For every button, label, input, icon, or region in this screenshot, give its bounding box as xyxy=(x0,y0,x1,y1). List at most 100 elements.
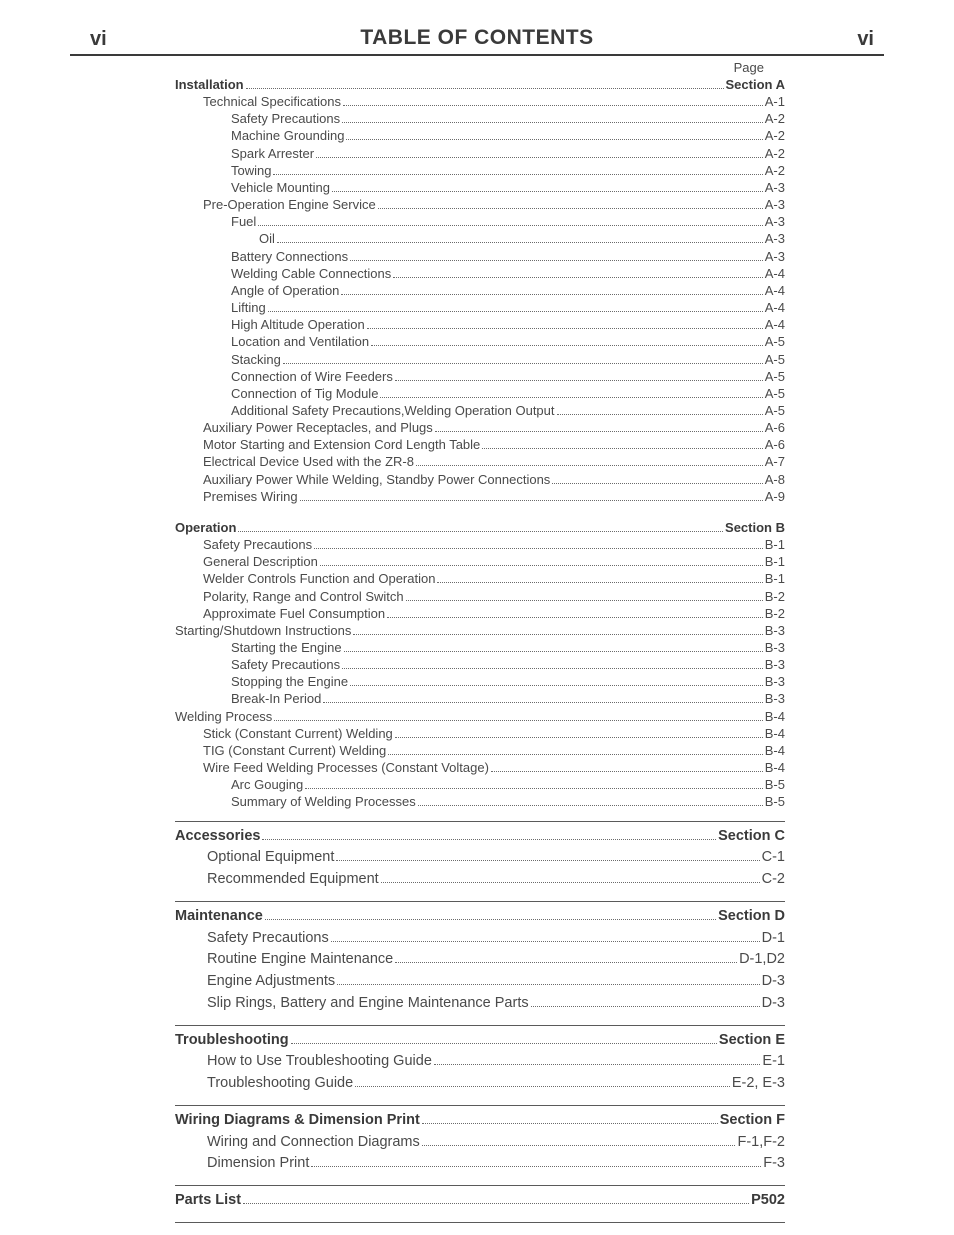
toc-entry: Connection of Tig Module A-5 xyxy=(231,385,785,402)
toc-entry-page: A-2 xyxy=(765,145,785,162)
toc-entry: Premises WiringA-9 xyxy=(203,488,785,505)
toc-entry-label: Starting/Shutdown Instructions xyxy=(175,622,351,639)
toc-entry-label: Polarity, Range and Control Switch xyxy=(203,588,404,605)
toc-entry-page: A-5 xyxy=(765,368,785,385)
toc-leader-dots xyxy=(346,139,762,140)
toc-entry-label: Pre-Operation Engine Service xyxy=(203,196,376,213)
toc-entry-page: A-5 xyxy=(765,402,785,419)
toc-entry-page: D-3 xyxy=(762,971,785,993)
toc-leader-dots xyxy=(344,651,763,652)
toc-leader-dots xyxy=(388,754,762,755)
toc-entry-page: B-3 xyxy=(765,639,785,656)
toc-leader-dots xyxy=(332,191,763,192)
toc-entry-label: Auxiliary Power Receptacles, and Plugs xyxy=(203,419,433,436)
toc-entry: Welder Controls Function and OperationB-… xyxy=(203,570,785,587)
toc-entry-page: P502 xyxy=(751,1190,785,1212)
toc-entry-page: Section B xyxy=(725,519,785,536)
toc-leader-dots xyxy=(243,1203,749,1204)
toc-entry: Approximate Fuel ConsumptionB-2 xyxy=(203,605,785,622)
toc-entry-label: Electrical Device Used with the ZR-8 xyxy=(203,453,414,470)
toc-entry-page: D-3 xyxy=(762,993,785,1015)
toc-entry-page: B-3 xyxy=(765,622,785,639)
toc-entry-page: B-1 xyxy=(765,536,785,553)
section-rule xyxy=(175,1222,785,1223)
toc-entry-label: Accessories xyxy=(175,826,260,848)
toc-leader-dots xyxy=(416,465,763,466)
section-rule xyxy=(175,1185,785,1186)
toc-entry-label: Safety Precautions xyxy=(231,110,340,127)
toc-entry-page: B-4 xyxy=(765,725,785,742)
toc-entry: Machine GroundingA-2 xyxy=(231,127,785,144)
toc-entry-label: Routine Engine Maintenance xyxy=(207,949,393,971)
toc-entry: Troubleshooting GuideE-2, E-3 xyxy=(207,1073,785,1095)
toc-entry-page: A-1 xyxy=(765,93,785,110)
toc-leader-dots xyxy=(482,448,763,449)
toc-entry-page: B-4 xyxy=(765,708,785,725)
toc-entry-page: B-4 xyxy=(765,742,785,759)
toc-entry: OilA-3 xyxy=(259,230,785,247)
toc-leader-dots xyxy=(434,1064,761,1065)
toc-entry: TroubleshootingSection E xyxy=(175,1030,785,1052)
section-rule xyxy=(175,1025,785,1026)
toc-entry-label: Starting the Engine xyxy=(231,639,342,656)
toc-entry-page: A-3 xyxy=(765,196,785,213)
toc-entry-page: Section E xyxy=(719,1030,785,1052)
toc-entry-label: Wiring and Connection Diagrams xyxy=(207,1132,420,1154)
toc-entry-page: A-6 xyxy=(765,419,785,436)
toc-entry: Safety PrecautionsA-2 xyxy=(231,110,785,127)
toc-leader-dots xyxy=(491,771,763,772)
toc-entry-label: Location and Ventilation xyxy=(231,333,369,350)
toc-entry-label: Break-In Period xyxy=(231,690,321,707)
toc-leader-dots xyxy=(387,617,763,618)
toc-entry: OperationSection B xyxy=(175,519,785,536)
page-title: TABLE OF CONTENTS xyxy=(0,26,954,50)
toc-entry: Safety PrecautionsB-1 xyxy=(203,536,785,553)
toc-entry: Engine AdjustmentsD-3 xyxy=(207,971,785,993)
toc-entry-page: B-5 xyxy=(765,776,785,793)
toc-leader-dots xyxy=(350,685,763,686)
toc-entry-label: Battery Connections xyxy=(231,248,348,265)
toc-entry-label: Optional Equipment xyxy=(207,847,334,869)
toc-leader-dots xyxy=(265,919,716,920)
toc-container: InstallationSection ATechnical Specifica… xyxy=(175,76,785,1227)
toc-leader-dots xyxy=(552,483,762,484)
toc-entry-label: Additional Safety Precautions,Welding Op… xyxy=(231,402,555,419)
toc-entry-label: Dimension Print xyxy=(207,1153,309,1175)
toc-entry: Dimension PrintF-3 xyxy=(207,1153,785,1175)
toc-entry-page: A-5 xyxy=(765,385,785,402)
toc-leader-dots xyxy=(342,122,763,123)
toc-entry: StackingA-5 xyxy=(231,351,785,368)
toc-entry-label: Approximate Fuel Consumption xyxy=(203,605,385,622)
toc-entry-label: Connection of Tig Module xyxy=(231,385,378,402)
toc-entry: High Altitude OperationA-4 xyxy=(231,316,785,333)
toc-entry: Additional Safety Precautions,Welding Op… xyxy=(231,402,785,419)
toc-entry-label: Parts List xyxy=(175,1190,241,1212)
toc-leader-dots xyxy=(300,500,763,501)
toc-leader-dots xyxy=(316,157,763,158)
toc-leader-dots xyxy=(557,414,763,415)
toc-entry: Location and VentilationA-5 xyxy=(231,333,785,350)
toc-entry: Technical SpecificationsA-1 xyxy=(203,93,785,110)
toc-entry-page: A-3 xyxy=(765,248,785,265)
toc-entry-page: C-2 xyxy=(762,869,785,891)
toc-leader-dots xyxy=(274,720,762,721)
toc-entry: Welding Cable ConnectionsA-4 xyxy=(231,265,785,282)
toc-entry-page: B-3 xyxy=(765,690,785,707)
toc-entry: Starting the Engine B-3 xyxy=(231,639,785,656)
toc-entry-page: B-1 xyxy=(765,553,785,570)
section-rule xyxy=(175,821,785,822)
toc-entry-label: Lifting xyxy=(231,299,266,316)
toc-leader-dots xyxy=(406,600,763,601)
page-column-label: Page xyxy=(734,60,764,75)
toc-leader-dots xyxy=(320,565,763,566)
toc-entry: Parts List P502 xyxy=(175,1190,785,1212)
toc-leader-dots xyxy=(311,1166,761,1167)
toc-entry-page: A-8 xyxy=(765,471,785,488)
toc-leader-dots xyxy=(381,882,760,883)
toc-entry-label: Fuel xyxy=(231,213,256,230)
toc-entry-page: F-1,F-2 xyxy=(737,1132,785,1154)
toc-leader-dots xyxy=(418,805,763,806)
toc-entry-label: Welding Cable Connections xyxy=(231,265,391,282)
toc-entry-page: E-1 xyxy=(762,1051,785,1073)
toc-entry-page: Section A xyxy=(726,76,785,93)
